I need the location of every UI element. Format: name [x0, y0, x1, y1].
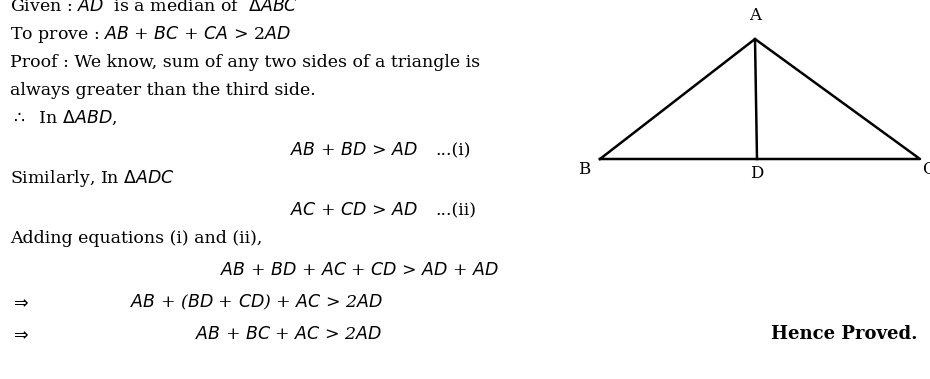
Text: Hence Proved.: Hence Proved.: [772, 325, 918, 343]
Text: Adding equations (i) and (ii),: Adding equations (i) and (ii),: [10, 230, 262, 247]
Text: $\mathit{AB}$ + $\mathit{BD}$ > $\mathit{AD}$: $\mathit{AB}$ + $\mathit{BD}$ > $\mathit…: [290, 142, 418, 159]
Text: A: A: [749, 7, 761, 24]
Text: always greater than the third side.: always greater than the third side.: [10, 82, 316, 99]
Text: $\mathit{AB}$ + $\mathit{BD}$ + $\mathit{AC}$ + $\mathit{CD}$ > $\mathit{AD}$ + : $\mathit{AB}$ + $\mathit{BD}$ + $\mathit…: [220, 262, 499, 279]
Text: $\mathit{AB}$ + ($\mathit{BD}$ + $\mathit{CD}$) + $\mathit{AC}$ > 2$\mathit{AD}$: $\mathit{AB}$ + ($\mathit{BD}$ + $\mathi…: [130, 292, 383, 312]
Text: C: C: [922, 161, 930, 178]
Text: $\therefore$  In $\Delta\mathit{ABD}$,: $\therefore$ In $\Delta\mathit{ABD}$,: [10, 109, 117, 127]
Text: $\Rightarrow$: $\Rightarrow$: [10, 294, 29, 311]
Text: $\mathit{AC}$ + $\mathit{CD}$ > $\mathit{AD}$: $\mathit{AC}$ + $\mathit{CD}$ > $\mathit…: [290, 202, 418, 219]
Text: ...(ii): ...(ii): [435, 202, 476, 219]
Text: Proof : We know, sum of any two sides of a triangle is: Proof : We know, sum of any two sides of…: [10, 54, 480, 71]
Text: D: D: [751, 165, 764, 182]
Text: Given : $\mathit{AD}$  is a median of  $\Delta\mathit{ABC}$: Given : $\mathit{AD}$ is a median of $\D…: [10, 0, 298, 15]
Text: B: B: [578, 161, 590, 178]
Text: Similarly, In $\Delta\mathit{ADC}$: Similarly, In $\Delta\mathit{ADC}$: [10, 168, 175, 189]
Text: ...(i): ...(i): [435, 142, 471, 159]
Text: To prove : $\mathit{AB}$ + $\mathit{BC}$ + $\mathit{CA}$ > 2$\mathit{AD}$: To prove : $\mathit{AB}$ + $\mathit{BC}$…: [10, 24, 291, 45]
Text: $\Rightarrow$: $\Rightarrow$: [10, 326, 29, 343]
Text: $\mathit{AB}$ + $\mathit{BC}$ + $\mathit{AC}$ > 2$\mathit{AD}$: $\mathit{AB}$ + $\mathit{BC}$ + $\mathit…: [195, 326, 382, 343]
